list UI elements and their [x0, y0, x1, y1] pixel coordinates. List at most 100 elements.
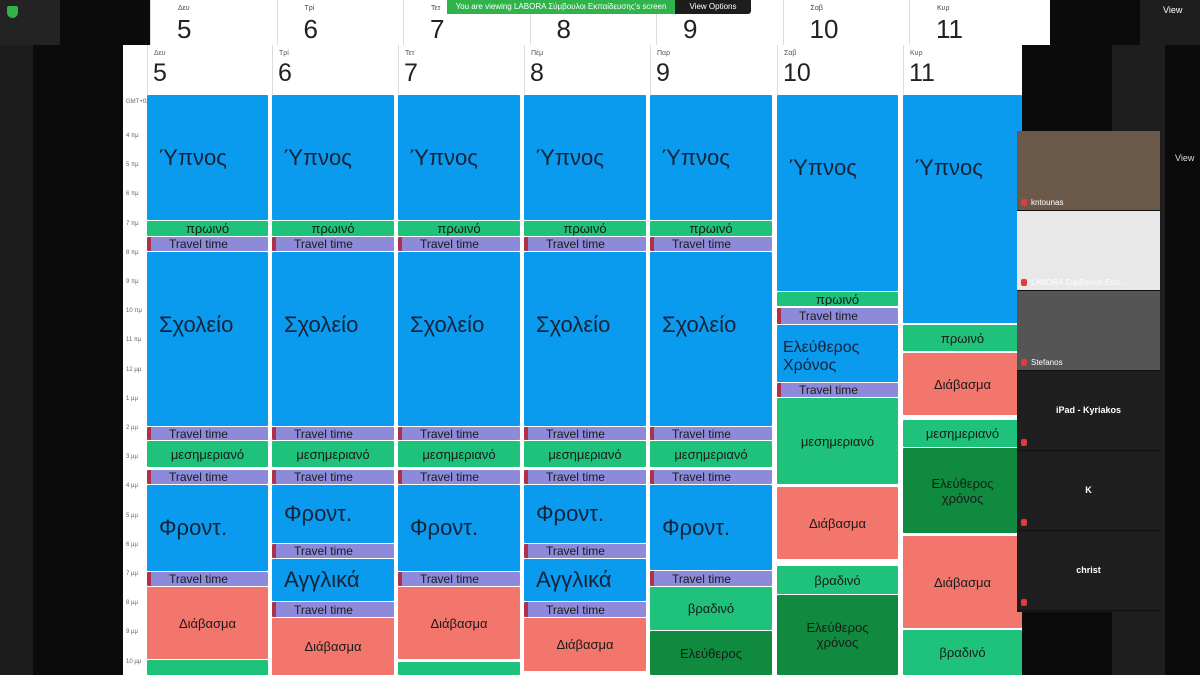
event[interactable]: πρωινό	[903, 325, 1022, 351]
event[interactable]: Travel time	[777, 383, 898, 397]
participant-tile[interactable]: christ	[1017, 531, 1160, 611]
event[interactable]: πρωινό	[650, 221, 772, 236]
top-day: Δευ 5	[150, 0, 277, 45]
event[interactable]: Αγγλικά	[272, 559, 394, 601]
event[interactable]: Travel time	[524, 602, 646, 617]
event[interactable]: Travel time	[272, 544, 394, 558]
event[interactable]: Σχολείο	[147, 252, 268, 426]
event[interactable]: Travel time	[650, 427, 772, 440]
event[interactable]: Διάβασμα	[903, 353, 1022, 415]
top-day-number: 5	[177, 14, 192, 44]
event-label: πρωινό	[185, 221, 230, 236]
event[interactable]: Διάβασμα	[147, 587, 268, 659]
event[interactable]: Travel time	[524, 544, 646, 558]
event[interactable]: Travel time	[398, 572, 520, 586]
event[interactable]: πρωινό	[272, 221, 394, 236]
event[interactable]: Φροντ.	[650, 485, 772, 570]
event[interactable]: Travel time	[147, 572, 268, 586]
event[interactable]: βραδινό	[903, 630, 1022, 675]
event[interactable]: Διάβασμα	[903, 536, 1022, 628]
event[interactable]: βραδινό	[650, 587, 772, 630]
event[interactable]: Travel time	[650, 237, 772, 251]
event[interactable]: Σχολείο	[524, 252, 646, 426]
event[interactable]: Ύπνος	[398, 95, 520, 220]
event[interactable]: Ύπνος	[272, 95, 394, 220]
event-label: Φροντ.	[284, 501, 353, 526]
event[interactable]: Σχολείο	[650, 252, 772, 426]
event[interactable]: Σχολείο	[398, 252, 520, 426]
event[interactable]: Ελεύθερος χρόνος	[903, 448, 1022, 533]
event[interactable]: μεσημεριανό	[650, 441, 772, 467]
event[interactable]: Φροντ.	[272, 485, 394, 543]
participant-tile[interactable]: iPad - Kyriakos	[1017, 371, 1160, 451]
event[interactable]: βραδινό	[777, 566, 898, 594]
event[interactable]: Σχολείο	[272, 252, 394, 426]
event[interactable]: Travel time	[524, 427, 646, 440]
event[interactable]: Travel time	[272, 427, 394, 440]
event[interactable]: Travel time	[272, 602, 394, 617]
event[interactable]: μεσημεριανό	[272, 441, 394, 467]
event[interactable]: μεσημεριανό	[398, 441, 520, 467]
event-label: Αγγλικά	[284, 567, 360, 592]
view-options[interactable]: View Options	[675, 0, 751, 14]
event[interactable]: πρωινό	[147, 221, 268, 236]
top-day-number: 10	[809, 14, 839, 44]
event[interactable]: Travel time	[272, 470, 394, 484]
event[interactable]: Ελεύθερος χρόνος	[777, 595, 898, 675]
event-label: μεσημεριανό	[674, 446, 748, 462]
event[interactable]: μεσημεριανό	[777, 398, 898, 484]
event[interactable]	[147, 660, 268, 675]
event[interactable]: Travel time	[398, 237, 520, 251]
event[interactable]: Ύπνος	[147, 95, 268, 220]
side-view-label[interactable]: View	[1175, 153, 1195, 163]
participant-tile[interactable]: kntounas	[1017, 131, 1160, 211]
day-abbr: Σαβ	[784, 50, 797, 57]
event[interactable]: μεσημεριανό	[903, 420, 1022, 447]
event[interactable]: Travel time	[398, 427, 520, 440]
event-label: πρωινό	[940, 330, 985, 346]
event-label: Ύπνος	[410, 144, 478, 170]
event-label: Travel time	[546, 544, 605, 558]
event[interactable]: Travel time	[524, 470, 646, 484]
event[interactable]: πρωινό	[777, 292, 898, 306]
event[interactable]: Διάβασμα	[398, 587, 520, 659]
event[interactable]: Ύπνος	[650, 95, 772, 220]
event[interactable]: Φροντ.	[524, 485, 646, 543]
participant-tile[interactable]: LABORA Σύμβουλοι Εκπ...	[1017, 211, 1160, 291]
event[interactable]: Travel time	[650, 470, 772, 484]
hour-label: 10 μμ	[126, 658, 142, 665]
event[interactable]: Φροντ.	[147, 485, 268, 571]
event[interactable]: Ύπνος	[777, 95, 898, 291]
event[interactable]: Travel time	[650, 571, 772, 586]
event[interactable]: πρωινό	[398, 221, 520, 236]
security-icon[interactable]	[7, 6, 18, 18]
event[interactable]: Ύπνος	[524, 95, 646, 220]
event[interactable]: Ελεύθερος	[650, 631, 772, 675]
event[interactable]: Travel time	[524, 237, 646, 251]
event[interactable]: Διάβασμα	[777, 487, 898, 559]
event[interactable]: πρωινό	[524, 221, 646, 236]
event[interactable]: Travel time	[147, 427, 268, 440]
participant-tile[interactable]: K	[1017, 451, 1160, 531]
event[interactable]: Travel time	[398, 470, 520, 484]
event[interactable]: Διάβασμα	[272, 618, 394, 675]
event[interactable]: Διάβασμα	[524, 618, 646, 671]
event[interactable]: Φροντ.	[398, 485, 520, 571]
event[interactable]: Travel time	[777, 308, 898, 324]
calendar: GMT+02 Δευ 5 Τρί 6 Τετ 7 Πέμ 8 Παρ 9 Σαβ 10 Κυρ 11 4 π…	[123, 45, 1022, 675]
event[interactable]: Travel time	[147, 237, 268, 251]
participant-tile[interactable]: Stefanos	[1017, 291, 1160, 371]
top-day-number: 11	[936, 14, 963, 44]
view-button[interactable]: View	[1163, 5, 1183, 15]
top-day-abbr: Σαβ	[810, 5, 823, 12]
event[interactable]	[398, 662, 520, 675]
event[interactable]: μεσημεριανό	[524, 441, 646, 467]
event[interactable]: Αγγλικά	[524, 559, 646, 601]
event[interactable]: Travel time	[147, 470, 268, 484]
event[interactable]: Travel time	[272, 237, 394, 251]
event[interactable]: Ύπνος	[903, 95, 1022, 323]
event[interactable]: μεσημεριανό	[147, 441, 268, 467]
hour-label: 4 πμ	[126, 133, 139, 139]
hour-label: 9 μμ	[126, 629, 138, 636]
event[interactable]: Ελεύθερος Χρόνος	[777, 325, 898, 382]
